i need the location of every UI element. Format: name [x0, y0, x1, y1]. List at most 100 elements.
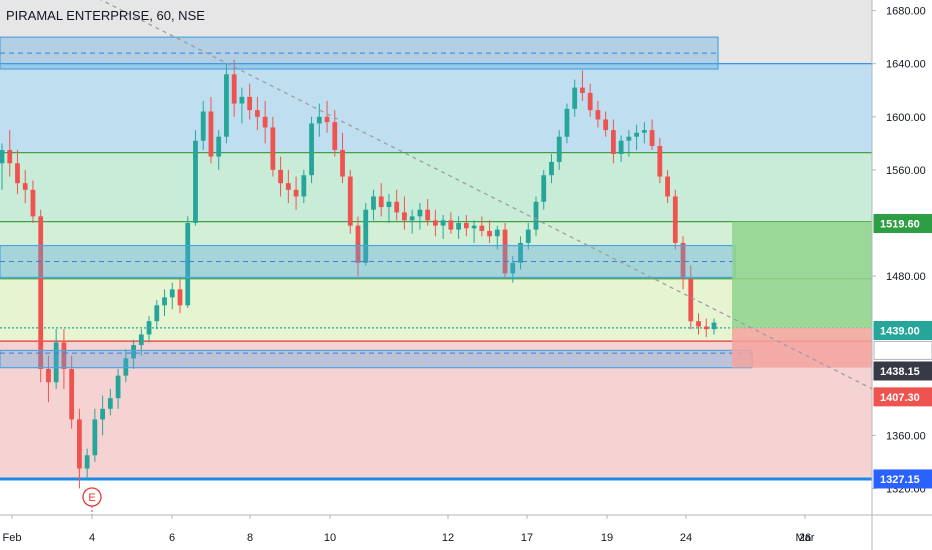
- candle[interactable]: [533, 196, 539, 237]
- candle[interactable]: [618, 135, 624, 162]
- position-loss-zone[interactable]: [732, 327, 872, 368]
- candle[interactable]: [0, 143, 5, 190]
- candle[interactable]: [696, 313, 701, 335]
- trendline[interactable]: [70, 0, 873, 390]
- candle[interactable]: [138, 329, 144, 356]
- candle[interactable]: [262, 100, 268, 144]
- candle[interactable]: [309, 116, 314, 184]
- candle[interactable]: [76, 408, 82, 489]
- candle[interactable]: [448, 212, 454, 234]
- candle[interactable]: [564, 103, 570, 144]
- candle[interactable]: [247, 83, 253, 120]
- candle[interactable]: [185, 216, 191, 308]
- candle[interactable]: [61, 329, 67, 389]
- candle[interactable]: [347, 169, 353, 234]
- candle[interactable]: [610, 119, 616, 164]
- candle[interactable]: [216, 130, 222, 170]
- candle[interactable]: [463, 215, 469, 237]
- candle[interactable]: [711, 318, 717, 335]
- candle[interactable]: [355, 216, 361, 277]
- price-tag[interactable]: 1519.60: [873, 214, 932, 234]
- candle[interactable]: [641, 122, 647, 144]
- candle[interactable]: [703, 318, 709, 338]
- price-tag[interactable]: 50:55: [873, 340, 932, 360]
- candle[interactable]: [386, 193, 392, 223]
- candle[interactable]: [53, 329, 59, 389]
- candle[interactable]: [510, 256, 516, 283]
- candle[interactable]: [402, 196, 407, 230]
- candle[interactable]: [293, 176, 299, 210]
- candle[interactable]: [541, 169, 547, 210]
- candle[interactable]: [30, 180, 36, 223]
- candle[interactable]: [626, 130, 632, 157]
- candle[interactable]: [100, 395, 106, 436]
- candle[interactable]: [580, 70, 585, 101]
- candle[interactable]: [177, 278, 183, 314]
- candle[interactable]: [254, 96, 260, 131]
- candle[interactable]: [549, 153, 554, 184]
- candle[interactable]: [224, 63, 229, 144]
- candle[interactable]: [107, 388, 113, 416]
- candle[interactable]: [587, 83, 593, 117]
- candle[interactable]: [7, 130, 13, 177]
- candle[interactable]: [432, 209, 438, 237]
- candle[interactable]: [556, 130, 562, 170]
- candle[interactable]: [208, 96, 214, 164]
- candle[interactable]: [193, 130, 198, 226]
- candle[interactable]: [479, 216, 485, 237]
- candle[interactable]: [270, 116, 276, 177]
- range-box-0[interactable]: [0, 36, 719, 70]
- candle[interactable]: [316, 103, 322, 137]
- candle[interactable]: [688, 265, 694, 330]
- candle[interactable]: [92, 408, 98, 462]
- candle[interactable]: [162, 289, 167, 316]
- candle[interactable]: [572, 79, 578, 117]
- candle[interactable]: [603, 111, 609, 137]
- candle[interactable]: [657, 138, 663, 184]
- candle[interactable]: [154, 299, 160, 330]
- candle[interactable]: [123, 349, 129, 383]
- candle[interactable]: [115, 368, 121, 409]
- price-tag[interactable]: 1439.00: [873, 321, 932, 341]
- candle[interactable]: [146, 315, 152, 343]
- candle[interactable]: [15, 149, 20, 194]
- candle[interactable]: [324, 100, 330, 133]
- price-axis[interactable]: [872, 0, 932, 550]
- candle[interactable]: [200, 100, 206, 150]
- candle[interactable]: [22, 169, 28, 204]
- candle[interactable]: [169, 282, 175, 310]
- price-tag[interactable]: 1438.15: [873, 361, 932, 381]
- candle[interactable]: [285, 169, 291, 204]
- candle[interactable]: [409, 209, 415, 234]
- candle[interactable]: [649, 119, 655, 150]
- candle[interactable]: [301, 169, 307, 204]
- price-tag[interactable]: 1407.30: [873, 387, 932, 407]
- candle[interactable]: [440, 215, 446, 239]
- time-axis[interactable]: [0, 515, 932, 550]
- candle[interactable]: [278, 156, 284, 197]
- candle[interactable]: [131, 339, 136, 369]
- candle[interactable]: [518, 236, 523, 270]
- price-tag[interactable]: 1327.15: [873, 469, 932, 489]
- candle[interactable]: [340, 132, 345, 184]
- position-profit-zone[interactable]: [732, 221, 872, 328]
- candle[interactable]: [634, 124, 640, 150]
- candle[interactable]: [371, 189, 376, 221]
- candle[interactable]: [502, 222, 508, 279]
- candle[interactable]: [487, 220, 492, 243]
- candle[interactable]: [394, 189, 400, 221]
- candle[interactable]: [595, 100, 601, 128]
- candle[interactable]: [84, 448, 90, 481]
- candle[interactable]: [665, 169, 670, 204]
- candle[interactable]: [239, 87, 245, 124]
- candle[interactable]: [456, 216, 462, 239]
- candle[interactable]: [46, 355, 51, 403]
- candle[interactable]: [672, 189, 678, 250]
- candle[interactable]: [425, 199, 431, 226]
- candle[interactable]: [378, 183, 384, 217]
- candle[interactable]: [363, 203, 369, 266]
- candle[interactable]: [471, 220, 477, 243]
- candle[interactable]: [417, 203, 423, 230]
